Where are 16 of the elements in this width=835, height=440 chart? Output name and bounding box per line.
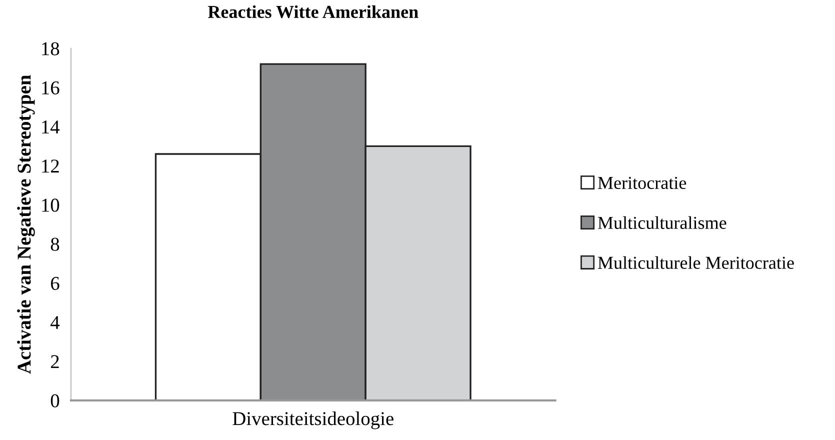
x-tick-label: Diversiteitsideologie [232, 412, 394, 430]
legend-label: Multiculturalisme [598, 216, 726, 229]
legend-label: Multiculturele Meritocratie [598, 256, 794, 269]
y-tick-label: 14 [42, 120, 60, 134]
y-tick-label: 16 [42, 81, 60, 94]
chart-title: Reacties Witte Amerikanen [208, 5, 418, 18]
y-tick-label: 4 [50, 316, 60, 329]
y-tick-label: 2 [50, 355, 59, 368]
y-tick-label: 8 [50, 238, 60, 251]
legend-label: Meritocratie [598, 176, 686, 190]
y-tick-label: 0 [50, 394, 60, 408]
y-tick-label: 12 [42, 160, 59, 172]
y-axis-title: Activatie van Negatieve Stereotypen [17, 75, 35, 374]
y-tick-label: 10 [42, 198, 60, 212]
y-tick-label: 6 [50, 276, 60, 290]
y-tick-label: 18 [42, 42, 60, 56]
